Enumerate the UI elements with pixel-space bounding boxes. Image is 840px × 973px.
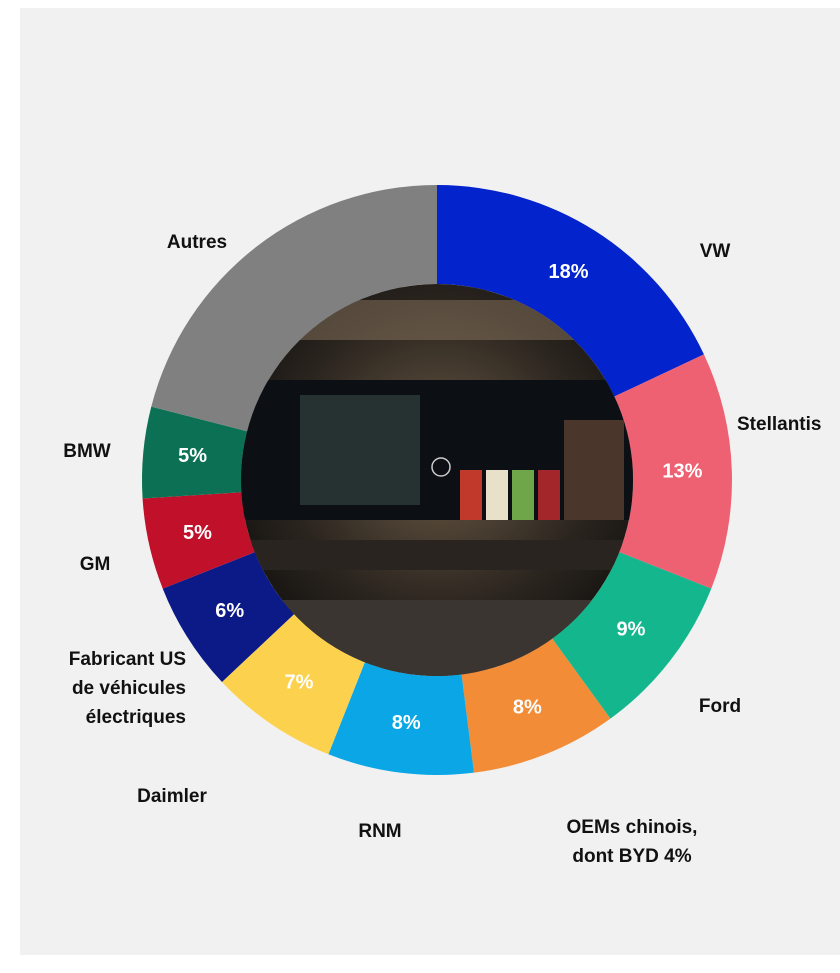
value-label: 13% — [662, 461, 702, 483]
chart: 18%VW13%Stellantis9%Ford8%OEMs chinois,d… — [0, 0, 840, 973]
category-label: Daimler — [137, 786, 207, 807]
category-label: RNM — [358, 821, 401, 842]
value-label: 8% — [513, 697, 542, 719]
value-label: 8% — [392, 712, 421, 734]
value-label: 18% — [549, 261, 589, 283]
value-label: 5% — [178, 445, 207, 467]
category-label: GM — [80, 554, 111, 575]
value-label: 6% — [215, 600, 244, 622]
category-label: Stellantis — [737, 414, 821, 435]
category-label: Ford — [699, 696, 741, 717]
page: {"chart_data": { "type": "donut", "categ… — [0, 0, 840, 973]
category-label: Autres — [167, 232, 227, 253]
category-label: VW — [700, 241, 731, 262]
value-label: 5% — [183, 522, 212, 544]
value-label: 9% — [617, 619, 646, 641]
value-label: 7% — [285, 671, 314, 693]
category-label: BMW — [63, 441, 111, 462]
